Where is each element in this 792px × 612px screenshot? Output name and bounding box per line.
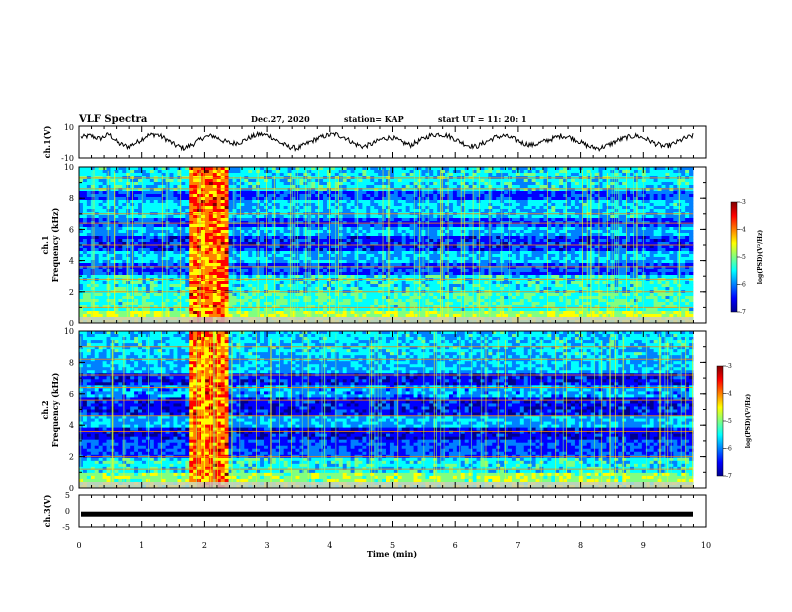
x-tick-label: 10 (701, 541, 711, 550)
y-tick-label: 0 (69, 484, 74, 493)
ch1-waveform-panel: 10 -10 ch.1(V) (42, 123, 707, 163)
ch3-waveform-ylabel: ch.3(V) (42, 494, 52, 527)
ch1-colorbar-gradient (730, 201, 738, 313)
colorbar-tick-label: -6 (726, 446, 732, 453)
ch2-spectrogram-panel: 0 2 4 6 8 10 ch.2 Frequency (kHz) (40, 327, 707, 493)
x-tick-label: 7 (515, 541, 520, 550)
ch1-waveform-ylabel: ch.1(V) (42, 125, 52, 158)
y-tick-label: 10 (64, 327, 74, 336)
ch2-frequency-label: Frequency (kHz) (50, 372, 60, 447)
y-tick-label: 2 (69, 288, 74, 297)
x-tick-label: 5 (390, 541, 395, 550)
colorbar-tick-label: -6 (740, 282, 746, 289)
ch2-spectrogram-heatmap (79, 331, 706, 488)
y-tick-label: 0 (69, 319, 74, 328)
ch1-spectrogram-ylabel: ch.1 (40, 235, 50, 254)
y-tick-label: 8 (69, 194, 74, 203)
y-tick-label: 4 (69, 257, 74, 266)
station-label: station= KAP (344, 114, 404, 124)
colorbar-tick-label: -5 (740, 254, 746, 261)
ch1-spectrogram-panel: 0 2 4 6 8 10 ch.1 Frequency (kHz) (40, 163, 707, 328)
x-tick-label: 4 (327, 541, 332, 550)
y-tick-label: 10 (64, 163, 74, 172)
date-label: Dec.27, 2020 (251, 114, 310, 124)
ch3-ytick-bottom: -5 (62, 523, 70, 532)
colorbar-tick-label: -4 (740, 227, 746, 234)
ch1-colorbar: -3 -4 -5 -6 -7 log(PSD)(V²/Hz) (730, 199, 764, 316)
colorbar-tick-label: -7 (726, 473, 732, 480)
x-tick-label: 9 (641, 541, 646, 550)
x-tick-label: 0 (76, 541, 81, 550)
ch1-ytick-bottom: -10 (61, 154, 74, 163)
ch3-waveform-line (81, 511, 693, 517)
chart-title: VLF Spectra (78, 114, 148, 125)
y-tick-label: 8 (69, 358, 74, 367)
y-tick-label: 2 (69, 453, 74, 462)
x-axis-label: Time (min) (367, 549, 417, 559)
x-tick-label: 1 (139, 541, 144, 550)
ch3-ytick-mid: 0 (65, 507, 70, 516)
ch2-colorbar: -3 -4 -5 -6 -7 log(PSD)(V²/Hz) (716, 363, 752, 480)
ch3-ytick-top: 5 (65, 491, 70, 500)
ch1-spectrogram-heatmap (79, 167, 706, 323)
colorbar-tick-label: -4 (726, 391, 732, 398)
y-tick-label: 6 (69, 225, 74, 234)
colorbar-tick-label: -3 (740, 199, 746, 206)
ch1-colorbar-label: log(PSD)(V²/Hz) (757, 230, 764, 285)
x-tick-label: 6 (453, 541, 458, 550)
x-tick-label: 2 (202, 541, 207, 550)
ch2-colorbar-label: log(PSD)(V²/Hz) (745, 394, 752, 449)
colorbar-tick-label: -5 (726, 418, 732, 425)
x-tick-label: 3 (265, 541, 270, 550)
start-time-label: start UT = 11: 20: 1 (438, 114, 527, 124)
ch2-colorbar-gradient (716, 365, 724, 477)
ch1-ytick-top: 10 (64, 123, 74, 132)
ch2-spectrogram-ylabel: ch.2 (40, 400, 50, 419)
ch1-frequency-label: Frequency (kHz) (50, 207, 60, 282)
colorbar-tick-label: -3 (726, 363, 732, 370)
colorbar-tick-label: -7 (740, 309, 746, 316)
ch3-waveform-panel: 5 0 -5 ch.3(V) 0 1 2 3 4 5 6 7 8 9 10 Time (min) (42, 491, 711, 559)
ch1-waveform-line (80, 130, 694, 152)
y-tick-label: 6 (69, 390, 74, 399)
x-tick-label: 8 (578, 541, 583, 550)
y-tick-label: 4 (69, 421, 74, 430)
